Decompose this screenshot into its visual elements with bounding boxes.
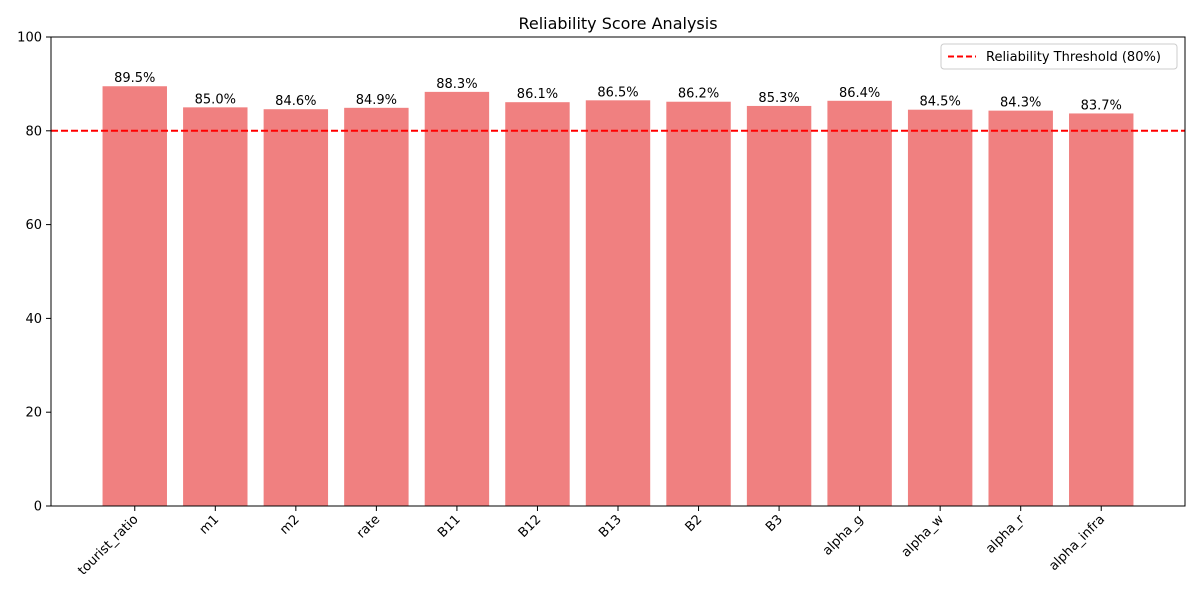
y-tick-label-0: 0 bbox=[34, 500, 42, 515]
bar-m2 bbox=[263, 109, 329, 506]
x-tick-label-B11: B11 bbox=[435, 512, 464, 541]
y-tick-label-100: 100 bbox=[17, 31, 42, 46]
x-tick-label-m2: m2 bbox=[277, 512, 302, 537]
x-tick-label-B13: B13 bbox=[596, 512, 625, 541]
bar-value-label-rate: 84.9% bbox=[356, 93, 397, 108]
bar-B12 bbox=[505, 102, 570, 506]
bar-rate bbox=[344, 107, 409, 506]
bar-tourist_ratio bbox=[102, 86, 167, 507]
bar-m1 bbox=[183, 107, 248, 506]
x-tick-label-B2: B2 bbox=[683, 512, 706, 535]
y-tick-label-40: 40 bbox=[25, 312, 42, 327]
bar-value-label-B12: 86.1% bbox=[517, 87, 558, 102]
y-tick-label-20: 20 bbox=[25, 406, 42, 421]
chart-title: Reliability Score Analysis bbox=[518, 14, 717, 33]
bar-B3 bbox=[746, 105, 812, 507]
bar-value-label-alpha_r: 84.3% bbox=[1000, 96, 1041, 111]
x-tick-label-alpha_w: alpha_w bbox=[899, 512, 947, 560]
y-tick-label-80: 80 bbox=[25, 124, 42, 139]
bar-value-label-B13: 86.5% bbox=[597, 85, 638, 100]
bar-value-label-B3: 85.3% bbox=[758, 91, 799, 106]
y-tick-label-60: 60 bbox=[25, 218, 42, 233]
legend-box bbox=[940, 43, 1178, 70]
x-tick-label-m1: m1 bbox=[197, 512, 222, 537]
bar-alpha_g bbox=[827, 100, 892, 506]
x-tick-label-alpha_infra: alpha_infra bbox=[1046, 512, 1108, 574]
bar-value-label-alpha_infra: 83.7% bbox=[1081, 98, 1122, 113]
bars-layer: 89.5% 85.0% 84.6% 84.9% 88.3% 86.1% 86.5% 86.2%… bbox=[102, 71, 1134, 507]
x-tick-label-alpha_r: alpha_r bbox=[983, 512, 1028, 557]
bar-alpha_w bbox=[907, 109, 973, 506]
bar-value-label-m2: 84.6% bbox=[275, 94, 316, 109]
legend: Reliability Threshold (80%) bbox=[940, 43, 1178, 70]
bar-alpha_infra bbox=[1069, 113, 1134, 507]
x-tick-label-tourist_ratio: tourist_ratio bbox=[75, 512, 141, 578]
legend-threshold-label: Reliability Threshold (80%) bbox=[986, 50, 1161, 65]
x-tick-label-rate: rate bbox=[354, 512, 383, 541]
bar-alpha_r bbox=[988, 110, 1053, 507]
bar-value-label-alpha_g: 86.4% bbox=[839, 86, 880, 101]
bar-value-label-B2: 86.2% bbox=[678, 87, 719, 102]
bar-value-label-alpha_w: 84.5% bbox=[920, 95, 961, 110]
bar-value-label-tourist_ratio: 89.5% bbox=[114, 71, 155, 86]
bar-B13 bbox=[585, 100, 651, 506]
x-tick-label-alpha_g: alpha_g bbox=[820, 512, 867, 559]
bar-B2 bbox=[666, 101, 731, 507]
bar-value-label-m1: 85.0% bbox=[195, 92, 236, 107]
bar-B11 bbox=[424, 91, 490, 507]
x-tick-label-B12: B12 bbox=[516, 512, 545, 541]
x-tick-label-B3: B3 bbox=[763, 512, 786, 535]
bar-value-label-B11: 88.3% bbox=[436, 77, 477, 92]
